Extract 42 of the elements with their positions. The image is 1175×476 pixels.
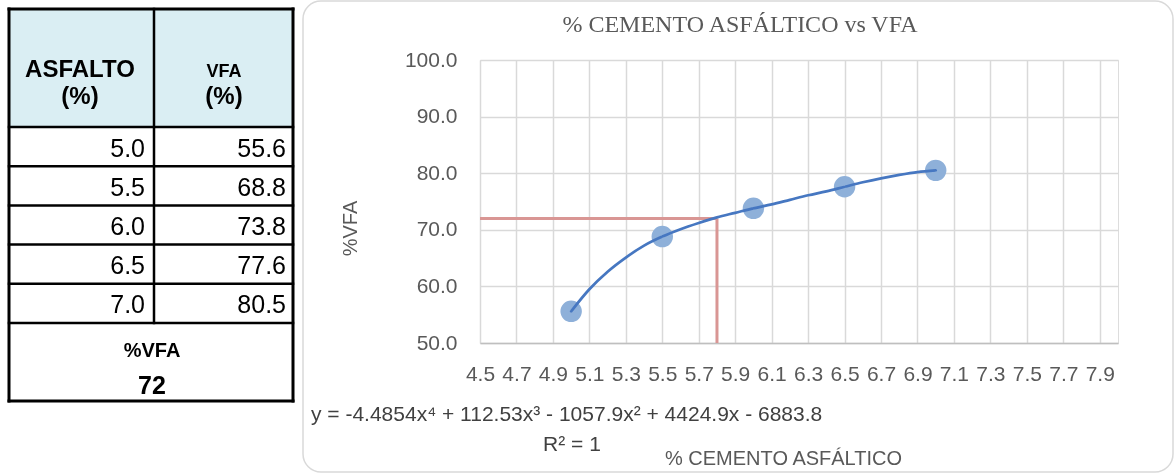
x-tick-label: 5.7 — [684, 361, 714, 385]
text: 7.0 — [110, 290, 145, 319]
x-tick-label: 5.9 — [721, 361, 751, 385]
y-tick-label: 90.0 — [416, 104, 458, 128]
text: ASFALTO (%) — [25, 55, 135, 109]
text: 73.8 — [237, 212, 286, 240]
y-tick-label: 100.0 — [404, 47, 458, 71]
text: 77.6 — [237, 251, 286, 280]
text: 6.5 — [110, 251, 145, 280]
x-tick-label: 4.7 — [502, 361, 532, 385]
x-tick-label: 6.5 — [830, 361, 860, 385]
y-axis-title: %VFA — [338, 200, 361, 257]
text: 6.0 — [110, 212, 145, 240]
text: 5.0 — [110, 133, 145, 162]
text: y = -4.4854x⁴ + 112.53x³ - 1057.9x² + 4424.9x - 6883.8 — [311, 402, 823, 425]
x-tick-label: 5.5 — [648, 361, 678, 385]
text: 55.6 — [237, 133, 286, 162]
text: 68.8 — [237, 172, 286, 201]
x-tick-label: 7.1 — [939, 361, 970, 385]
y-tick-label: 60.0 — [416, 273, 458, 297]
x-tick-label: 6.9 — [903, 361, 933, 385]
x-tick-label: 7.3 — [976, 361, 1006, 385]
y-tick-label: 50.0 — [416, 330, 458, 354]
text: VFA (%) — [205, 61, 243, 109]
x-tick-label: 4.9 — [538, 361, 569, 385]
text: R² = 1 — [543, 432, 601, 455]
y-tick-label: 80.0 — [416, 160, 458, 184]
y-tick-label: 70.0 — [416, 217, 458, 241]
x-tick-label: 6.1 — [757, 361, 787, 385]
x-tick-label: 6.3 — [794, 361, 824, 385]
x-tick-label: 5.1 — [575, 361, 605, 385]
x-tick-label: 6.7 — [866, 361, 897, 385]
x-tick-label: 7.9 — [1085, 361, 1115, 385]
x-tick-label: 4.5 — [465, 361, 496, 385]
x-tick-label: 7.5 — [1012, 361, 1042, 385]
text: %VFA 72 — [123, 339, 181, 399]
x-tick-label: 7.7 — [1049, 361, 1079, 385]
text: 80.5 — [237, 290, 286, 319]
x-tick-label: 5.3 — [611, 361, 641, 385]
chart-title: % CEMENTO ASFÁLTICO vs VFA — [562, 11, 919, 38]
x-axis-title: % CEMENTO ASFÁLTICO — [664, 446, 903, 469]
text: 5.5 — [110, 172, 145, 201]
